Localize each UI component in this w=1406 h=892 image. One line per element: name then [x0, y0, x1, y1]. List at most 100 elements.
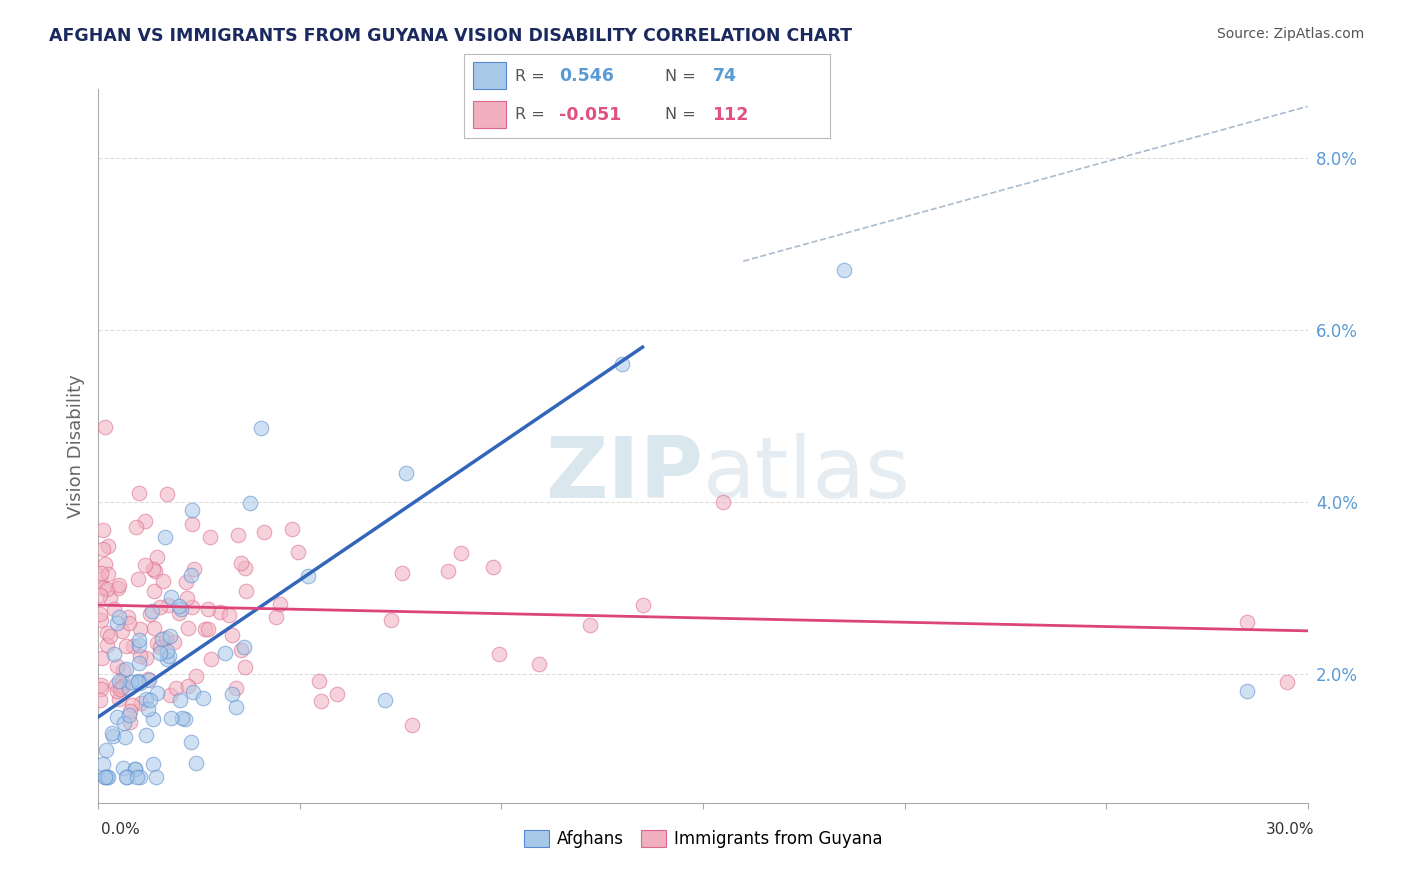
Point — [117, 610, 139, 624]
Point — [309, 694, 332, 708]
Point — [128, 486, 150, 500]
Point — [142, 712, 165, 726]
Point — [91, 523, 114, 537]
FancyBboxPatch shape — [472, 62, 506, 89]
Point — [155, 631, 177, 645]
Point — [129, 622, 152, 636]
Point — [118, 615, 141, 630]
Point — [90, 681, 112, 696]
Point — [325, 687, 347, 701]
Point — [180, 735, 202, 749]
Text: atlas: atlas — [703, 433, 911, 516]
Point — [111, 673, 134, 688]
Point — [612, 357, 634, 371]
Point — [111, 663, 134, 677]
Point — [142, 562, 165, 576]
Point — [142, 757, 165, 772]
Point — [221, 687, 243, 701]
Point — [156, 598, 179, 612]
Point — [139, 607, 162, 621]
Text: 0.546: 0.546 — [560, 68, 614, 86]
Text: 112: 112 — [713, 105, 749, 123]
Point — [111, 679, 134, 693]
Point — [141, 604, 163, 618]
Text: Source: ZipAtlas.com: Source: ZipAtlas.com — [1216, 27, 1364, 41]
Point — [115, 639, 138, 653]
Point — [120, 675, 142, 690]
Point — [129, 696, 152, 710]
Point — [150, 632, 173, 646]
Point — [98, 591, 121, 606]
Point — [142, 621, 165, 635]
Point — [145, 686, 167, 700]
Point — [105, 659, 128, 673]
Point — [169, 693, 191, 707]
Point — [250, 421, 273, 435]
FancyBboxPatch shape — [472, 101, 506, 128]
Point — [96, 582, 118, 596]
Text: ZIP: ZIP — [546, 433, 703, 516]
Point — [165, 681, 187, 695]
Point — [146, 549, 169, 564]
Point — [218, 608, 240, 623]
Point — [105, 684, 128, 698]
Point — [89, 692, 111, 706]
Point — [191, 690, 214, 705]
Point — [94, 770, 117, 784]
Point — [156, 644, 179, 658]
Point — [114, 730, 136, 744]
Point — [124, 762, 146, 776]
Point — [136, 702, 159, 716]
Point — [107, 673, 129, 688]
Point — [159, 629, 181, 643]
Point — [129, 676, 152, 690]
Point — [128, 770, 150, 784]
Point — [176, 591, 198, 606]
Point — [118, 708, 141, 723]
Text: AFGHAN VS IMMIGRANTS FROM GUYANA VISION DISABILITY CORRELATION CHART: AFGHAN VS IMMIGRANTS FROM GUYANA VISION … — [49, 27, 852, 45]
Point — [253, 525, 276, 540]
Point — [103, 647, 125, 661]
Point — [101, 729, 124, 743]
Point — [105, 710, 128, 724]
Point — [108, 610, 131, 624]
Point — [91, 581, 114, 595]
Point — [93, 557, 115, 571]
Point — [200, 652, 222, 666]
Point — [108, 578, 131, 592]
Point — [91, 651, 114, 665]
Point — [221, 628, 243, 642]
Point — [134, 514, 156, 528]
Point — [112, 715, 135, 730]
Point — [157, 649, 180, 664]
Point — [121, 698, 143, 713]
Point — [226, 527, 249, 541]
Point — [225, 681, 247, 695]
Point — [163, 634, 186, 648]
Point — [89, 589, 111, 603]
Point — [281, 522, 304, 536]
Point — [89, 572, 111, 586]
Point — [214, 647, 236, 661]
Point — [1236, 684, 1258, 698]
Point — [128, 633, 150, 648]
Point — [186, 669, 208, 683]
Point — [127, 674, 149, 689]
Point — [180, 517, 202, 532]
Text: 30.0%: 30.0% — [1267, 822, 1315, 837]
Point — [631, 598, 654, 612]
Point — [127, 572, 149, 586]
Point — [96, 626, 118, 640]
Point — [100, 629, 122, 643]
Point — [152, 574, 174, 589]
Point — [160, 710, 183, 724]
Point — [121, 639, 143, 653]
Point — [308, 673, 330, 688]
Point — [149, 600, 172, 615]
Point — [108, 681, 131, 696]
Point — [198, 530, 221, 544]
Point — [90, 566, 112, 580]
Point — [374, 692, 396, 706]
Point — [174, 712, 197, 726]
Point — [527, 657, 550, 671]
